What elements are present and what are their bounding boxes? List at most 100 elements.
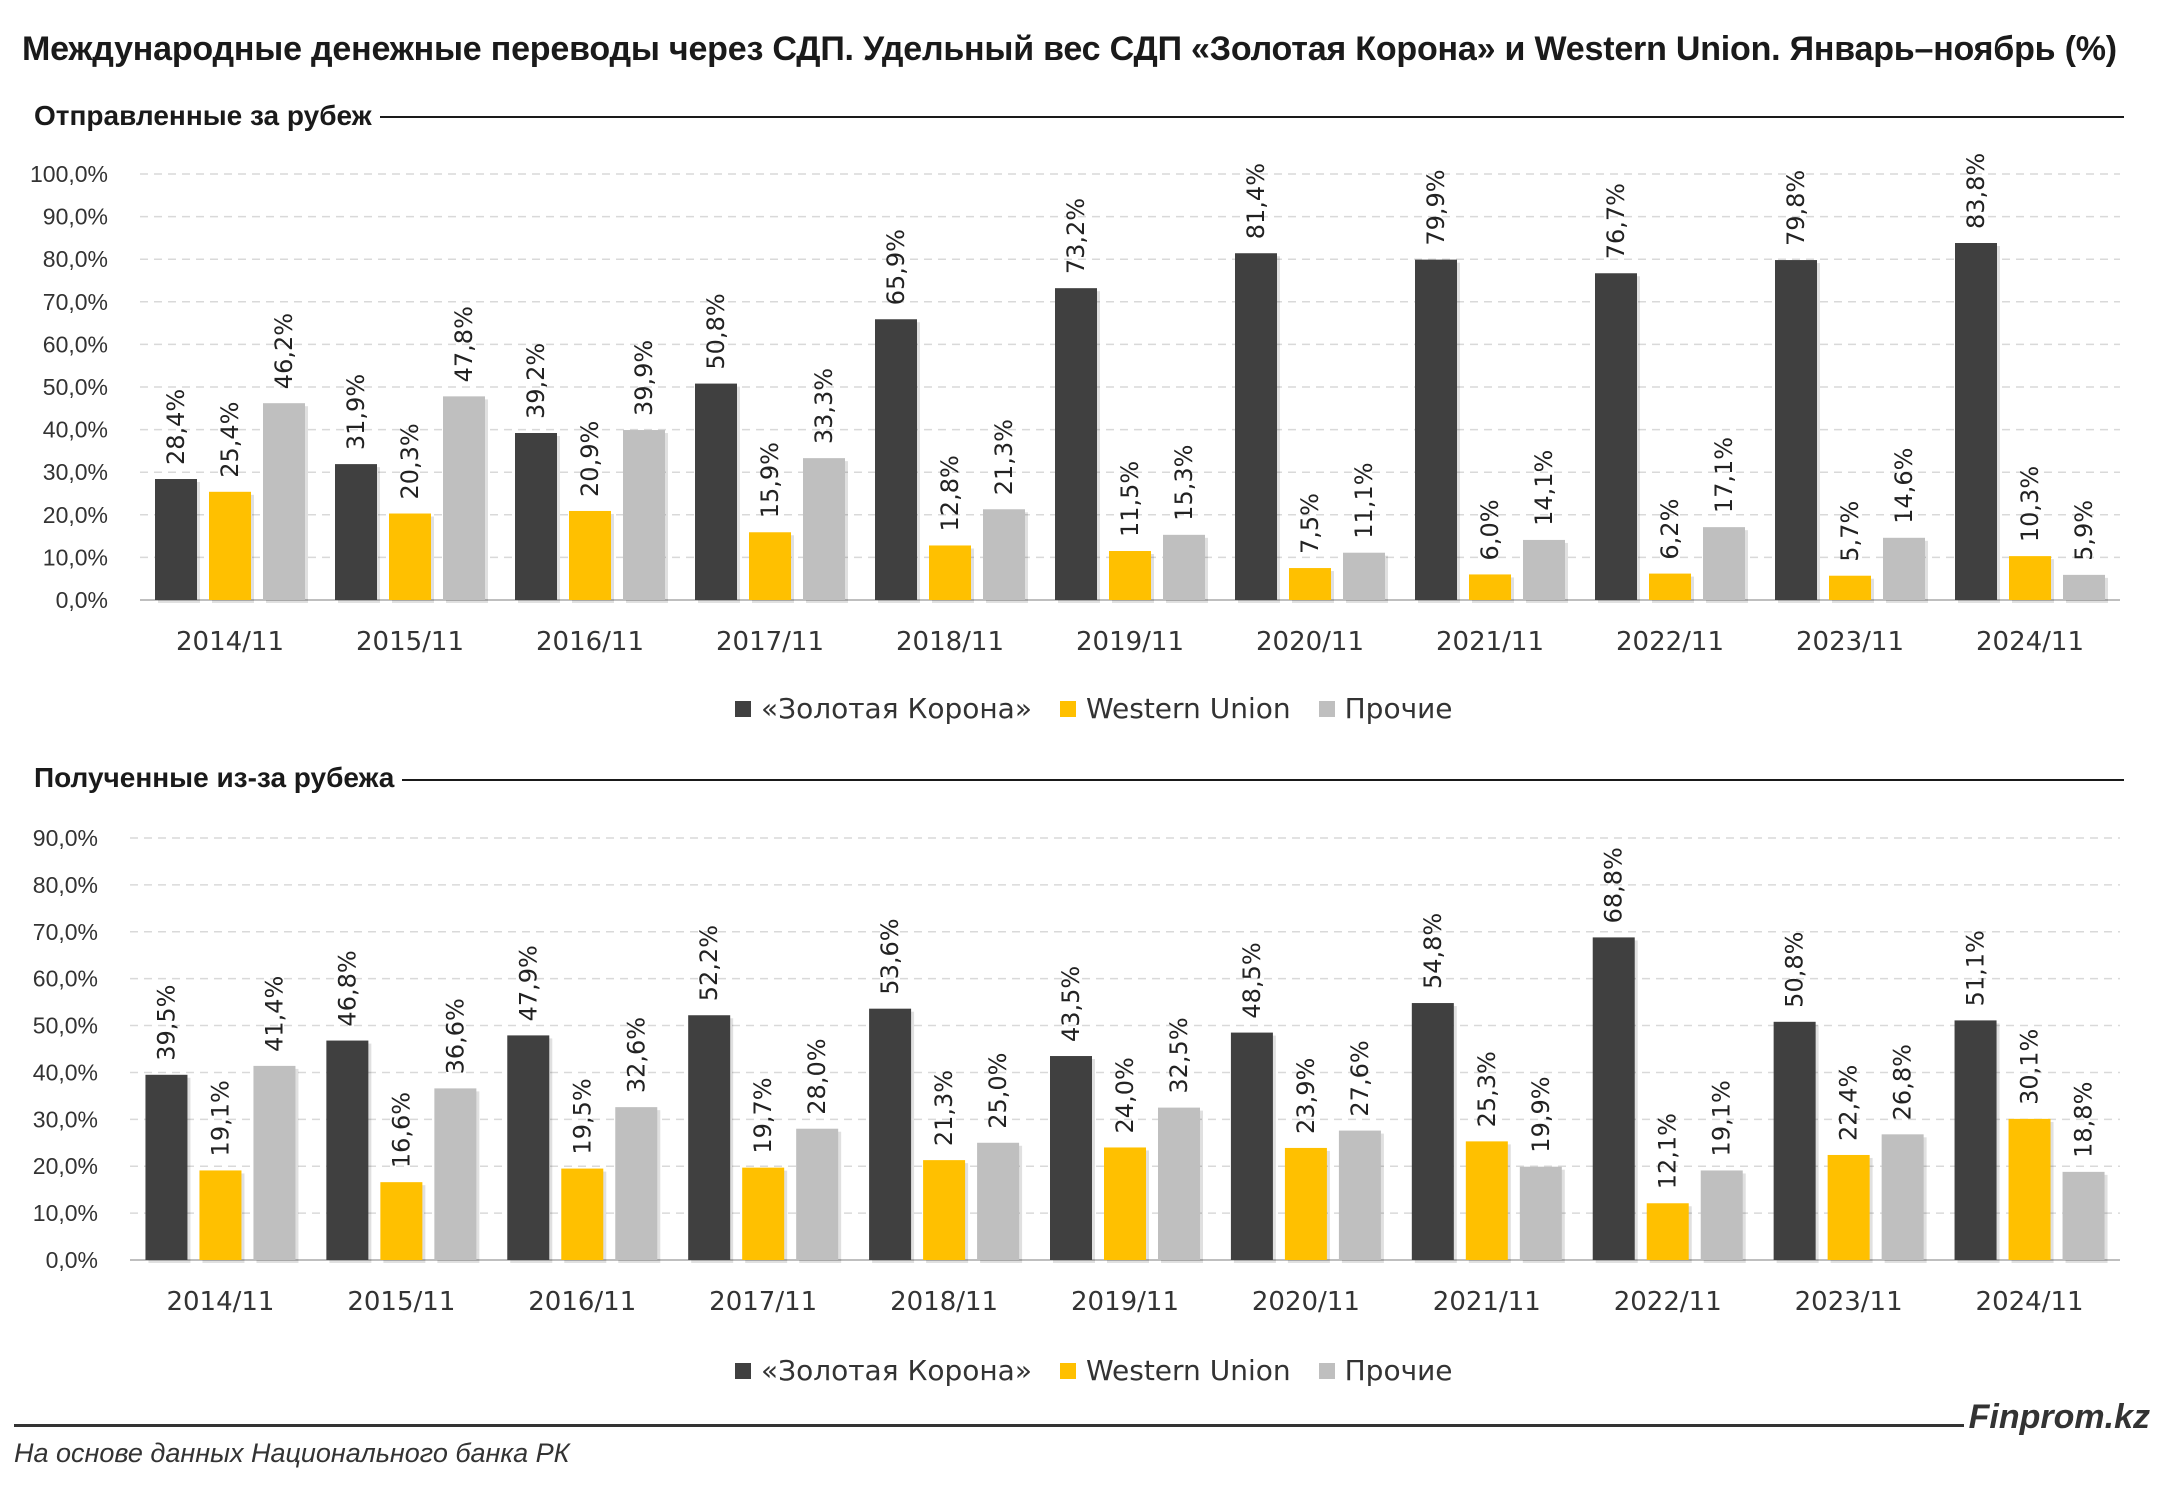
x-tick-label: 2017/11 <box>709 1287 817 1317</box>
bar-prochie <box>1703 527 1745 600</box>
x-tick-label: 2018/11 <box>890 1287 998 1317</box>
x-tick-label: 2024/11 <box>1976 1287 2084 1317</box>
data-label-zolotaya-korona: 65,9% <box>882 229 910 305</box>
data-label-western-union: 7,5% <box>1296 493 1324 554</box>
y-tick-label: 60,0% <box>33 966 98 992</box>
x-tick-label: 2015/11 <box>356 627 464 657</box>
bar-zolotaya-korona <box>1775 260 1817 600</box>
legend-item-prochie: Прочие <box>1318 692 1453 725</box>
bar-zolotaya-korona <box>688 1015 731 1260</box>
legend-swatch-western-union <box>1059 1362 1076 1379</box>
data-label-prochie: 17,1% <box>1710 437 1738 513</box>
chart-sent-legend: «Золотая Корона» Western Union Прочие <box>735 692 1453 725</box>
chart-received-from-abroad: 0,0% 10,0% 20,0% 30,0% 40,0% 50,0% 60,0% 70,0% 8… <box>33 825 2120 1317</box>
data-label-prochie: 25,0% <box>984 1053 1012 1129</box>
bar-western-union <box>1649 573 1691 600</box>
data-label-prochie: 26,8% <box>1889 1044 1917 1120</box>
data-label-zolotaya-korona: 52,2% <box>695 925 723 1001</box>
y-tick-label: 100,0% <box>30 161 108 187</box>
data-label-western-union: 25,4% <box>216 402 244 478</box>
data-label-western-union: 19,1% <box>206 1080 234 1156</box>
x-tick-label: 2024/11 <box>1976 627 2084 657</box>
data-label-prochie: 41,4% <box>260 976 288 1052</box>
bar-prochie <box>1700 1170 1743 1260</box>
data-label-western-union: 20,3% <box>396 423 424 499</box>
bar-prochie <box>1519 1166 1562 1260</box>
legend-label-western-union: Western Union <box>1085 692 1291 725</box>
y-tick-label: 70,0% <box>43 289 108 315</box>
legend-swatch-western-union <box>1059 700 1076 717</box>
data-label-zolotaya-korona: 53,6% <box>876 918 904 994</box>
bar-western-union <box>1465 1141 1508 1260</box>
legend-label-western-union: Western Union <box>1085 1354 1291 1387</box>
data-label-western-union: 20,9% <box>576 421 604 497</box>
bar-prochie <box>1338 1130 1381 1260</box>
bar-western-union <box>1469 574 1511 600</box>
legend-item-prochie: Прочие <box>1318 1354 1453 1387</box>
data-label-zolotaya-korona: 50,8% <box>1781 932 1809 1008</box>
data-label-prochie: 5,9% <box>2070 500 2098 561</box>
bar-prochie <box>263 403 305 600</box>
y-tick-label: 50,0% <box>33 1013 98 1039</box>
y-tick-label: 60,0% <box>43 331 108 357</box>
y-tick-label: 30,0% <box>43 459 108 485</box>
data-label-western-union: 21,3% <box>930 1070 958 1146</box>
x-tick-label: 2016/11 <box>528 1287 636 1317</box>
bar-prochie <box>615 1107 658 1260</box>
bar-zolotaya-korona <box>1411 1003 1454 1260</box>
bar-western-union <box>1104 1147 1146 1260</box>
bar-zolotaya-korona <box>1235 253 1277 600</box>
y-tick-label: 80,0% <box>43 246 108 272</box>
bar-prochie <box>1881 1134 1924 1260</box>
x-tick-label: 2021/11 <box>1433 1287 1541 1317</box>
data-label-prochie: 14,6% <box>1890 448 1918 524</box>
y-tick-label: 10,0% <box>33 1200 98 1226</box>
footer-brand: Finprom.kz <box>1968 1398 2150 1436</box>
data-label-zolotaya-korona: 48,5% <box>1238 942 1266 1018</box>
data-label-prochie: 36,6% <box>441 998 469 1074</box>
bar-zolotaya-korona <box>1773 1021 1816 1260</box>
x-tick-label: 2014/11 <box>176 627 284 657</box>
data-label-western-union: 11,5% <box>1116 461 1144 537</box>
data-label-zolotaya-korona: 83,8% <box>1962 153 1990 229</box>
legend-swatch-zolotaya-korona <box>735 700 751 717</box>
data-label-prochie: 18,8% <box>2070 1082 2098 1158</box>
bar-prochie <box>1883 537 1925 600</box>
bar-prochie <box>2063 574 2105 600</box>
x-tick-label: 2014/11 <box>166 1287 274 1317</box>
bar-prochie <box>796 1128 839 1260</box>
bar-western-union <box>1646 1203 1689 1260</box>
bar-zolotaya-korona <box>1415 259 1457 600</box>
section-2-rule <box>34 779 2124 781</box>
bar-prochie <box>1163 534 1205 600</box>
data-label-zolotaya-korona: 73,2% <box>1062 198 1090 274</box>
bar-western-union <box>199 1170 242 1260</box>
bar-western-union <box>749 532 791 600</box>
data-label-western-union: 5,7% <box>1836 501 1864 562</box>
x-tick-label: 2018/11 <box>896 627 1004 657</box>
footer-rule <box>14 1424 1964 1427</box>
data-label-western-union: 30,1% <box>2016 1029 2044 1105</box>
bar-prochie <box>1523 539 1565 600</box>
x-tick-label: 2023/11 <box>1796 627 1904 657</box>
bar-western-union <box>923 1160 966 1260</box>
y-tick-label: 10,0% <box>43 544 108 570</box>
data-label-zolotaya-korona: 39,2% <box>522 343 550 419</box>
y-tick-label: 50,0% <box>43 374 108 400</box>
data-label-prochie: 14,1% <box>1530 450 1558 526</box>
data-label-zolotaya-korona: 76,7% <box>1602 183 1630 259</box>
bar-prochie <box>977 1142 1020 1260</box>
bar-western-union <box>209 491 251 600</box>
bar-western-union <box>380 1182 423 1260</box>
data-label-zolotaya-korona: 79,9% <box>1422 169 1450 245</box>
data-label-prochie: 32,6% <box>622 1017 650 1093</box>
bar-western-union <box>561 1168 604 1260</box>
bar-prochie <box>1343 552 1385 600</box>
bar-western-union <box>1284 1147 1327 1260</box>
bar-prochie <box>623 430 665 600</box>
section-1-rule <box>34 116 2124 118</box>
bar-zolotaya-korona <box>695 383 737 600</box>
data-label-prochie: 19,9% <box>1527 1076 1555 1152</box>
bar-prochie <box>1158 1107 1200 1260</box>
data-label-western-union: 15,9% <box>756 442 784 518</box>
